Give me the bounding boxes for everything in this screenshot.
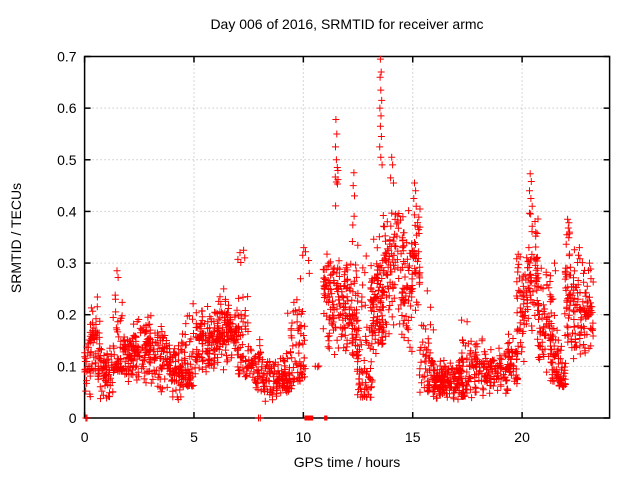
y-tick-label: 0.3: [57, 255, 77, 271]
y-tick-label: 0: [69, 410, 77, 426]
y-tick-label: 0.6: [57, 100, 77, 116]
x-axis-label: GPS time / hours: [294, 454, 401, 470]
y-axis-label: SRMTID / TECUs: [8, 183, 24, 293]
gridlines: [84, 56, 610, 418]
x-tick-label: 5: [190, 429, 198, 445]
data-point-markers: [81, 55, 597, 422]
y-tick-label: 0.4: [57, 203, 77, 219]
y-tick-label: 0.7: [57, 49, 77, 65]
x-tick-label: 0: [81, 429, 89, 445]
scatter-points: [81, 55, 597, 422]
plot-border: [83, 55, 611, 419]
y-tick-label: 0.2: [57, 307, 77, 323]
x-tick-label: 15: [405, 429, 421, 445]
y-tick-label: 0.5: [57, 152, 77, 168]
tick-labels: 0 0.1 0.2 0.3 0.4 0.5 0.6 0.7 0 5 10 15 20: [57, 49, 530, 446]
chart-title: Day 006 of 2016, SRMTID for receiver arm…: [210, 16, 483, 32]
x-tick-label: 10: [296, 429, 312, 445]
axis-ticks: [83, 55, 610, 419]
zero-dropout-bar: [324, 415, 328, 421]
y-tick-label: 0.1: [57, 358, 77, 374]
x-tick-label: 20: [514, 429, 530, 445]
zero-dropout-bar: [304, 415, 314, 421]
